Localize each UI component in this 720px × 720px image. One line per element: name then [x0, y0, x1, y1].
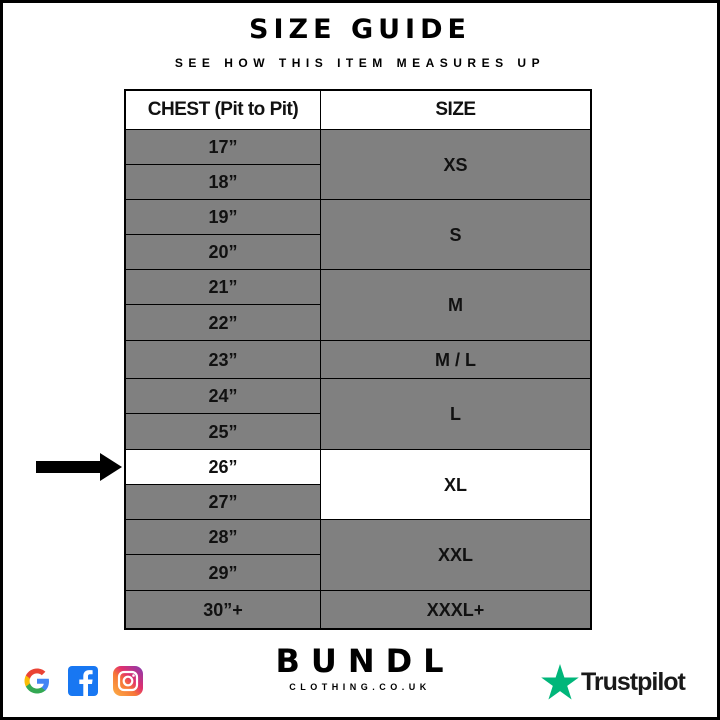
chest-cell: 28”: [126, 520, 320, 554]
chest-cell: 17”: [126, 130, 320, 164]
facebook-icon[interactable]: [67, 665, 99, 697]
size-cell: S: [321, 200, 590, 269]
size-cell: XXXL+: [321, 591, 590, 628]
chest-cell: 19”: [126, 200, 320, 234]
chest-cell: 30”+: [126, 591, 320, 628]
arrow-right-icon: [36, 453, 122, 481]
chest-cell: 20”: [126, 235, 320, 269]
trustpilot-label: Trustpilot: [581, 668, 686, 696]
size-table: CHEST (Pit to Pit) SIZE 17” 18” 19” 20” …: [124, 89, 592, 630]
page-subtitle: SEE HOW THIS ITEM MEASURES UP: [174, 56, 546, 70]
chest-cell: 21”: [126, 270, 320, 304]
page-title: SIZE GUIDE: [249, 14, 471, 45]
header-chest: CHEST (Pit to Pit): [126, 91, 320, 129]
size-cell: M: [321, 270, 590, 340]
trustpilot-logo[interactable]: Trustpilot: [541, 664, 686, 700]
size-cell: XS: [321, 130, 590, 199]
chest-cell-highlighted: 26”: [126, 450, 320, 484]
chest-cell: 27”: [126, 485, 320, 519]
chest-cell: 29”: [126, 555, 320, 590]
instagram-icon[interactable]: [112, 665, 144, 697]
chest-cell: 22”: [126, 305, 320, 340]
size-cell: M / L: [321, 341, 590, 378]
chest-cell: 18”: [126, 165, 320, 199]
google-icon[interactable]: [21, 665, 53, 697]
size-cell: XXL: [321, 520, 590, 590]
size-cell-highlighted: XL: [321, 450, 590, 519]
chest-cell: 25”: [126, 414, 320, 449]
brand-logo: BUNDL: [275, 642, 455, 680]
star-icon: [541, 664, 579, 700]
size-cell: L: [321, 379, 590, 449]
brand-url: CLOTHING.CO.UK: [289, 682, 431, 692]
header-size: SIZE: [321, 91, 590, 129]
chest-cell: 23”: [126, 341, 320, 378]
chest-cell: 24”: [126, 379, 320, 413]
